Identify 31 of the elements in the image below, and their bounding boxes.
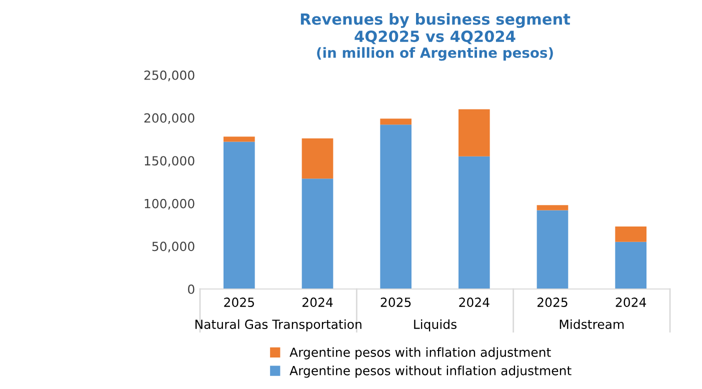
bar (302, 138, 334, 179)
text: Midstream (560, 319, 624, 330)
y-tick-label: 250,000 (144, 70, 194, 82)
y-tick-label: 200,000 (144, 113, 194, 124)
bar (458, 109, 490, 156)
bar (458, 156, 490, 289)
x-tick-label: 2025 (538, 298, 568, 308)
bar (224, 136, 255, 142)
legend-label: Argentine pesos without inflation adjustment (290, 366, 572, 378)
bar (224, 142, 255, 289)
text: Natural Gas Transportation (195, 319, 362, 332)
y-tick-label: 50,000 (152, 242, 194, 252)
bar (536, 210, 568, 289)
x-tick-label: 2024 (616, 298, 646, 308)
bar (380, 118, 412, 125)
chart-subtitle: (in million of Argentine pesos) (317, 47, 553, 61)
x-tick-label: 2025 (224, 298, 254, 308)
text: Liquids (414, 319, 456, 332)
y-tick-label: 0 (188, 284, 194, 294)
bar (615, 242, 646, 289)
bar (302, 178, 334, 289)
chart-title: Revenues by business segment 4Q2025 vs 4Q2024 (300, 13, 570, 44)
bar (615, 226, 646, 242)
bar (380, 124, 412, 289)
x-tick-label: 2025 (380, 298, 411, 308)
y-tick-label: 100,000 (144, 198, 194, 210)
y-tick-label: 150,000 (144, 156, 194, 167)
bar (536, 205, 568, 210)
x-tick-label: 2024 (302, 298, 333, 308)
legend-label: Argentine pesos with inflation adjustment (290, 347, 551, 360)
x-tick-label: 2024 (459, 298, 490, 308)
